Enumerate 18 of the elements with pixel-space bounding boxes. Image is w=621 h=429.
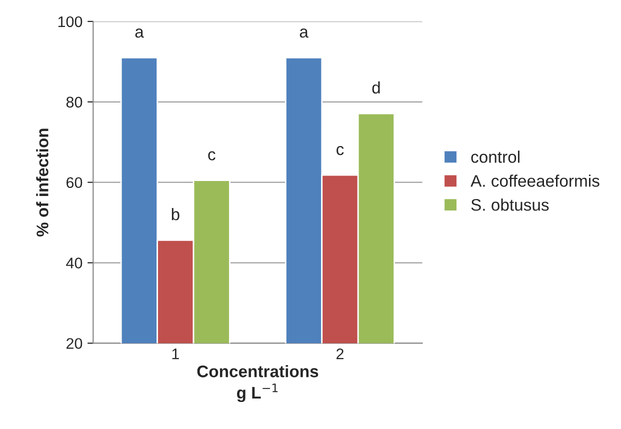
y-axis-title: % of infection bbox=[36, 128, 48, 237]
data-label: d bbox=[372, 81, 380, 94]
x-tick-label: 2 bbox=[336, 348, 344, 360]
data-label: a bbox=[135, 28, 144, 38]
y-tick-label: 20 bbox=[66, 338, 82, 349]
legend-label: S. obtusus bbox=[471, 198, 549, 211]
data-label: c bbox=[336, 146, 344, 156]
data-label: b bbox=[172, 208, 180, 220]
data-label: a bbox=[300, 28, 308, 38]
data-label: c bbox=[208, 151, 216, 160]
y-tick-label: 80 bbox=[66, 96, 82, 108]
legend-label: control bbox=[471, 150, 520, 163]
x-tick-label: 1 bbox=[172, 348, 179, 360]
y-tick-label: 100 bbox=[58, 16, 82, 28]
legend-label: A. coffeeaeformis bbox=[470, 174, 600, 187]
x-axis-title: Concentrations g L$^{−1}$ bbox=[197, 365, 318, 402]
y-tick-label: 40 bbox=[66, 258, 82, 268]
y-tick-label: 60 bbox=[66, 177, 82, 188]
